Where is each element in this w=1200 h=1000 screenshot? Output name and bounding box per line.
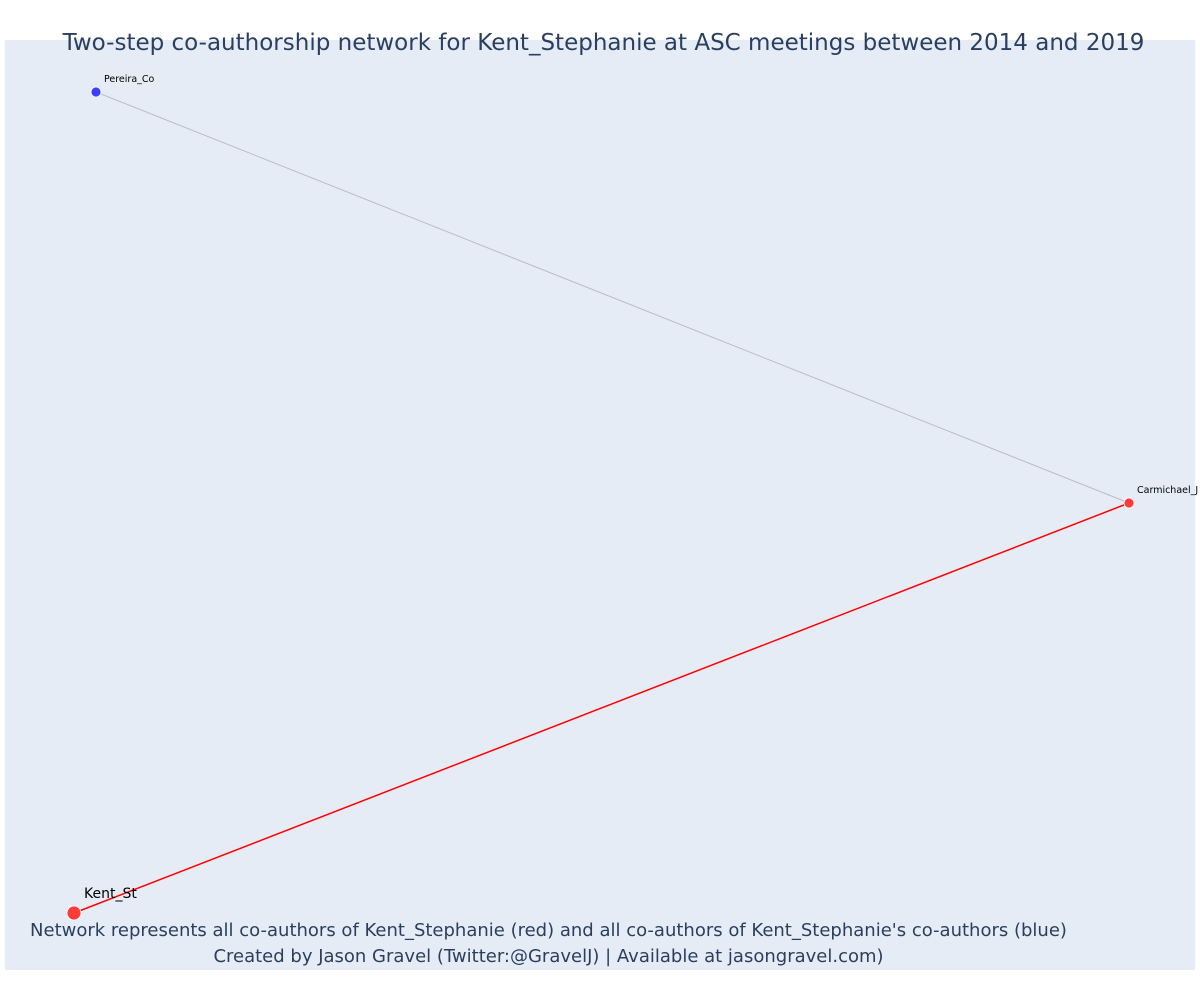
node-kent[interactable] [66,905,82,921]
caption-line-2: Created by Jason Gravel (Twitter:@Gravel… [213,946,884,967]
plot-area [5,40,1195,970]
node-carmichael[interactable] [1123,497,1135,509]
node-pereira[interactable] [90,86,102,98]
edge-pereira-carmichael [95,91,1130,504]
node-label-kent: Kent_St [84,886,137,902]
labels-layer: Pereira_Co Carmichael_J Kent_St [84,74,1198,902]
node-label-pereira: Pereira_Co [104,74,155,85]
caption-line-1: Network represents all co-authors of Ken… [30,920,1067,941]
chart-caption: Network represents all co-authors of Ken… [0,918,1097,970]
nodes-layer [66,86,1135,921]
node-label-carmichael: Carmichael_J [1137,485,1198,496]
edges-layer [73,91,1130,914]
edge-kent-carmichael [73,502,1130,914]
chart-title: Two-step co-authorship network for Kent_… [62,30,1145,56]
